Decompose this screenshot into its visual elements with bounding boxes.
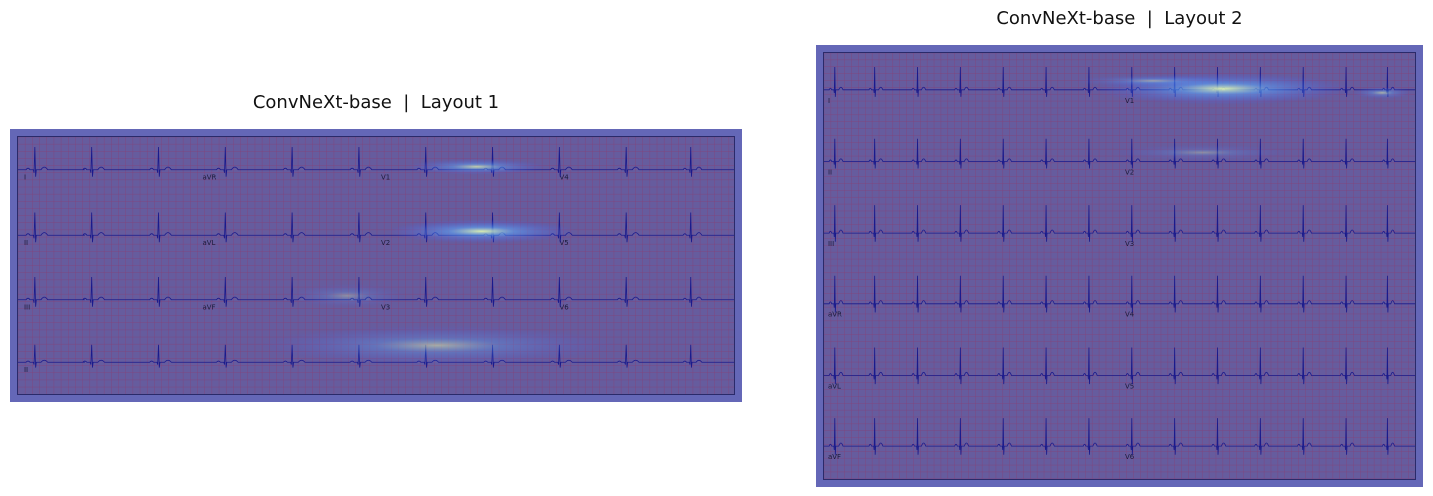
lead-label: V2 (1125, 168, 1134, 176)
saliency-hotspot (386, 219, 577, 244)
ecg-trace (824, 418, 1415, 455)
lead-label: V5 (559, 239, 568, 247)
ecg-trace (824, 67, 1415, 97)
saliency-hotspot (287, 283, 407, 308)
lead-label: aVR (828, 311, 842, 319)
saliency-hotspot (1073, 74, 1233, 87)
ecg-heatmap-layout-2: I V1 II V2 III V3 aVR V4 aVL V5 aVF V6 (816, 45, 1423, 487)
ecg-plot-layout-2: I V1 II V2 III V3 aVR V4 aVL V5 aVF V6 (824, 53, 1415, 479)
saliency-hotspot (406, 158, 547, 175)
ecg-trace (18, 147, 734, 177)
lead-label: V5 (1125, 382, 1134, 390)
panel-title-layout-2: ConvNeXt-base | Layout 2 (996, 8, 1243, 29)
lead-label: aVF (202, 304, 215, 312)
lead-label: aVL (202, 239, 215, 247)
saliency-hotspot (257, 325, 617, 366)
lead-label: II (24, 239, 28, 247)
ecg-grid (824, 53, 1415, 479)
lead-label: V2 (381, 239, 390, 247)
lead-label: V4 (1125, 311, 1135, 319)
lead-label: V6 (559, 304, 568, 312)
lead-label: III (24, 304, 30, 312)
lead-label: aVF (828, 453, 841, 461)
lead-label: I (24, 174, 26, 182)
ecg-trace (824, 347, 1415, 385)
lead-label: V3 (381, 304, 390, 312)
lead-label: V1 (1125, 97, 1134, 105)
ecg-trace (18, 212, 734, 243)
lead-label: V3 (1125, 240, 1134, 248)
lead-label: II (828, 168, 832, 176)
lead-label: I (828, 97, 830, 105)
ecg-trace (18, 277, 734, 307)
lead-label: V6 (1125, 453, 1134, 461)
saliency-hotspot (1113, 144, 1293, 161)
lead-label: V4 (559, 174, 569, 182)
lead-label: aVL (828, 382, 841, 390)
lead-label: aVR (202, 174, 216, 182)
lead-label: V1 (381, 174, 390, 182)
ecg-trace (824, 205, 1415, 242)
ecg-trace (824, 275, 1415, 313)
ecg-trace (824, 138, 1415, 169)
lead-label: II (24, 366, 28, 374)
panel-title-layout-1: ConvNeXt-base | Layout 1 (252, 92, 500, 113)
saliency-hotspot (1352, 86, 1413, 99)
lead-label: III (828, 240, 834, 248)
